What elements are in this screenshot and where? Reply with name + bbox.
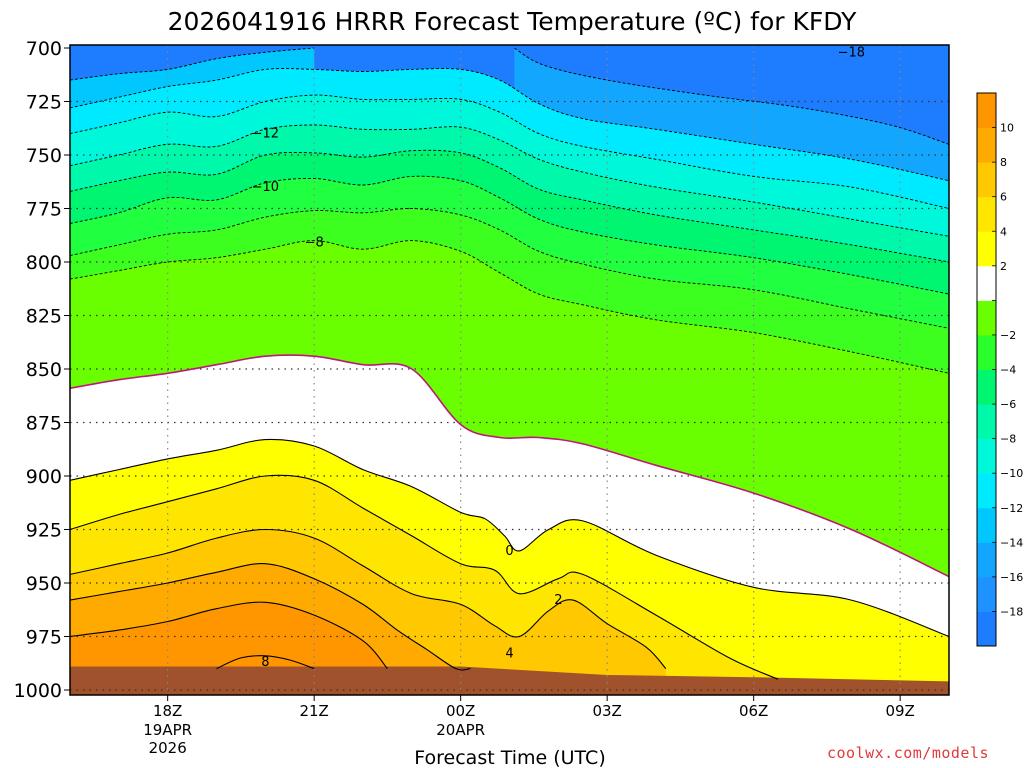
y-tick-label: 925 — [26, 520, 62, 542]
contour-line--18 — [514, 47, 949, 145]
contour-line--6 — [70, 175, 949, 295]
y-tick-label: 775 — [26, 199, 62, 221]
colorbar-swatch — [977, 542, 996, 578]
y-tick-label: 950 — [26, 573, 62, 595]
ground-fill — [70, 666, 949, 695]
x-tick-sublabel: 20APR — [436, 721, 485, 739]
ground-surface — [70, 666, 949, 695]
y-tick-label: 975 — [26, 627, 62, 649]
contour-line-8 — [70, 563, 471, 671]
colorbar-swatch — [977, 473, 996, 509]
colorbar-label: 4 — [1000, 225, 1007, 238]
colorbar-label: −16 — [1000, 571, 1023, 584]
colorbar-swatch — [977, 162, 996, 198]
contour-lines — [70, 47, 949, 680]
y-tick-label: 1000 — [14, 680, 62, 702]
contour-label: −12 — [252, 127, 279, 142]
contour-line--10 — [70, 124, 949, 237]
contour-line-12 — [216, 655, 315, 670]
x-tick-label: 03Z — [592, 702, 621, 720]
colorbar-swatch — [977, 196, 996, 232]
colorbar-label: 8 — [1000, 156, 1007, 169]
y-tick-label: 725 — [26, 92, 62, 114]
x-tick-sublabel: 19APR — [143, 721, 192, 739]
contour-line-6 — [70, 528, 667, 669]
contour-label: −18 — [838, 45, 865, 60]
colorbar-swatch — [977, 438, 996, 474]
y-tick-label: 825 — [26, 306, 62, 328]
y-tick-label: 800 — [26, 252, 62, 274]
contour-label: −8 — [305, 236, 324, 251]
colorbar-label: 6 — [1000, 191, 1007, 204]
colorbar: −18 −16 −14 −12 −10 −8 −6 −4 −2 2 4 6 8 10 — [976, 92, 1023, 647]
x-tick-label: 00Z — [446, 702, 475, 720]
contour-line-10 — [70, 601, 388, 669]
colorbar-swatch — [977, 576, 996, 612]
y-tick-label: 700 — [26, 38, 62, 60]
colorbar-label: 2 — [1000, 260, 1007, 273]
y-axis: 700 725 750 775 800 825 850 875 900 925 950 975 1000 — [14, 38, 70, 702]
chart-title: 2026041916 HRRR Forecast Temperature (ºC… — [168, 7, 858, 36]
colorbar-label: 10 — [1000, 122, 1014, 135]
contour-label: 2 — [554, 593, 562, 608]
x-tick-label: 21Z — [299, 702, 328, 720]
colorbar-label: −10 — [1000, 467, 1023, 480]
colorbar-label: −8 — [1000, 433, 1016, 446]
colorbar-label: −14 — [1000, 536, 1023, 549]
contour-line--12 — [70, 94, 949, 209]
grid-lines — [70, 45, 949, 695]
colorbar-swatch — [977, 231, 996, 267]
x-axis-label: Forecast Time (UTC) — [414, 747, 605, 768]
x-tick-sublabel: 2026 — [149, 739, 187, 757]
contour-line--2 — [70, 240, 949, 374]
colorbar-swatch — [977, 369, 996, 405]
x-tick-label: 09Z — [885, 702, 914, 720]
contour-line-0 — [70, 354, 949, 578]
colorbar-label: −12 — [1000, 502, 1023, 515]
colorbar-swatch — [977, 334, 996, 370]
colorbar-swatch — [977, 507, 996, 543]
colorbar-label: −6 — [1000, 398, 1016, 411]
contour-line--4 — [70, 208, 949, 329]
contour-label: −10 — [252, 180, 279, 195]
colorbar-swatch — [977, 611, 996, 647]
x-tick-label: 18Z — [153, 702, 182, 720]
colorbar-label: −4 — [1000, 364, 1016, 377]
contour-line--14 — [70, 68, 949, 182]
colorbar-label: −2 — [1000, 329, 1016, 342]
plot-frame — [69, 44, 950, 696]
y-tick-label: 850 — [26, 359, 62, 381]
contour-label: 0 — [505, 544, 513, 559]
colorbar-swatch — [977, 93, 996, 129]
y-tick-label: 900 — [26, 466, 62, 488]
y-tick-label: 750 — [26, 145, 62, 167]
colorbar-swatch — [977, 404, 996, 440]
contour-line-2 — [70, 438, 949, 638]
contour-label: 4 — [505, 647, 513, 662]
colorbar-swatch — [977, 265, 996, 301]
contour-line--16 — [70, 47, 315, 81]
contour-line--8 — [70, 149, 949, 263]
x-tick-label: 06Z — [739, 702, 768, 720]
colorbar-swatch — [977, 300, 996, 336]
contour-label: 8 — [261, 655, 269, 670]
y-tick-label: 875 — [26, 413, 62, 435]
contour-labels: −18 −12 −10 −8 0 2 4 8 — [252, 45, 865, 670]
credit-text: coolwx.com/models — [827, 744, 990, 762]
colorbar-swatch — [977, 127, 996, 163]
contour-line-4 — [70, 474, 779, 680]
colorbar-label: −18 — [1000, 605, 1023, 618]
temperature-fill-bands — [70, 45, 949, 695]
